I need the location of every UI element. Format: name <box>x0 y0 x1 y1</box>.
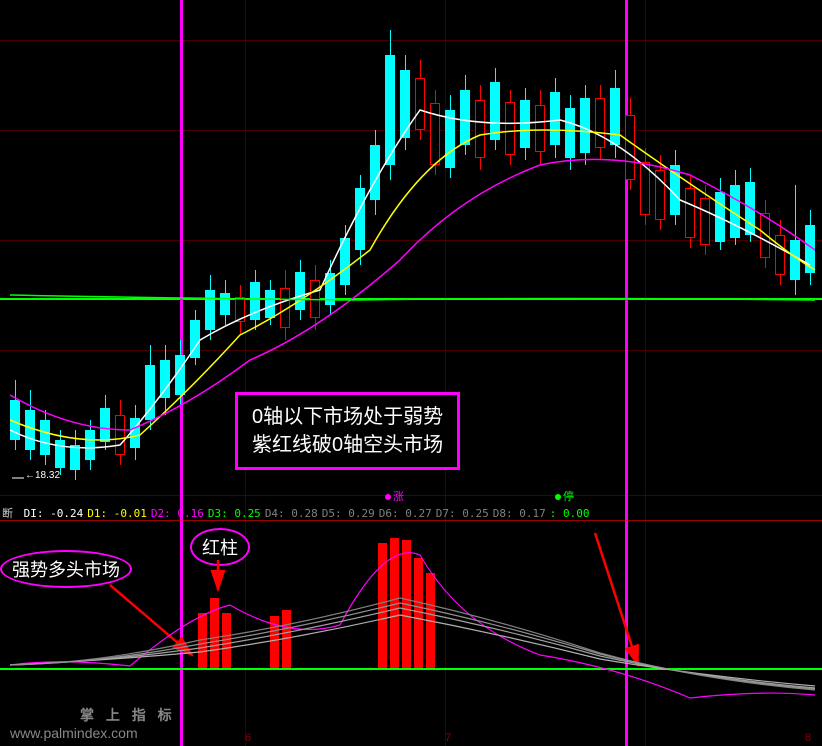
watermark-title: 掌 上 指 标 <box>80 705 176 725</box>
x-label: 7 <box>445 732 451 744</box>
watermark-url: www.palmindex.com <box>10 725 138 741</box>
x-label: 8 <box>805 732 811 744</box>
stock-chart[interactable]: ←18.32 0轴以下市场处于弱势 紫红线破0轴空头市场 涨 停 断 DI: -… <box>0 0 822 746</box>
x-label: 6 <box>245 732 251 744</box>
indicator-lines <box>0 0 822 746</box>
